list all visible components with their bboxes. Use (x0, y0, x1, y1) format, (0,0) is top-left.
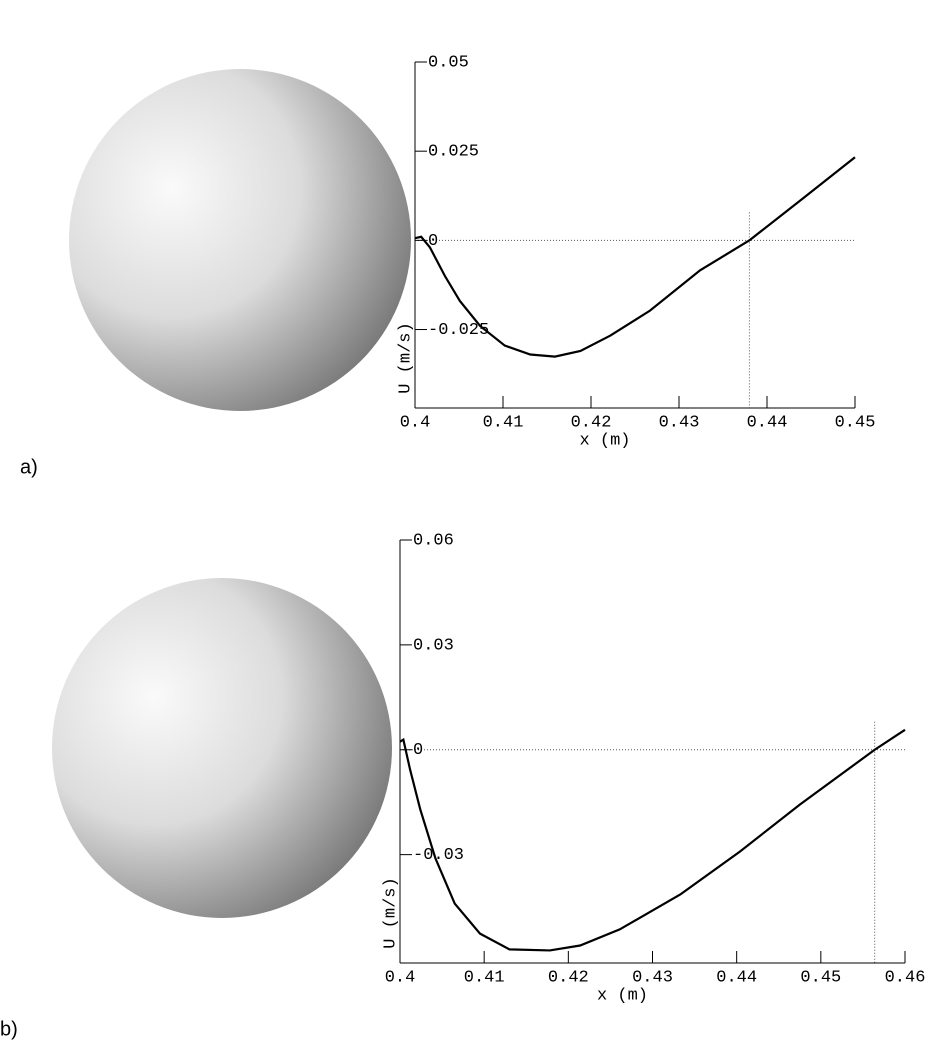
x-tick-label: 0.45 (800, 968, 841, 987)
panel-label: a) (20, 456, 38, 478)
y-tick-label: 0 (413, 741, 423, 760)
y-tick-label: -0.025 (428, 321, 489, 340)
data-line (414, 156, 856, 358)
x-tick-label: 0.44 (716, 968, 757, 987)
y-tick-label: 0.03 (413, 636, 454, 655)
sphere (69, 69, 411, 411)
panel-label: b) (0, 1018, 18, 1040)
x-tick-label: 0.46 (885, 968, 926, 987)
x-tick-label: 0.43 (659, 413, 700, 432)
x-tick-label: 0.41 (464, 968, 505, 987)
x-axis-label: x (m) (597, 986, 648, 1005)
y-axis-label: U (m/s) (381, 877, 400, 948)
x-tick-label: 0.44 (747, 413, 788, 432)
x-tick-label: 0.4 (400, 413, 431, 432)
x-tick-label: 0.42 (571, 413, 612, 432)
x-tick-label: 0.45 (835, 413, 876, 432)
y-tick-label: 0.025 (428, 143, 479, 162)
x-tick-label: 0.42 (548, 968, 589, 987)
y-axis-label: U (m/s) (396, 322, 415, 393)
data-line (399, 728, 906, 952)
y-tick-label: 0.06 (413, 531, 454, 550)
x-tick-label: 0.41 (483, 413, 524, 432)
y-tick-label: -0.03 (413, 846, 464, 865)
sphere (52, 578, 392, 918)
y-tick-label: 0 (428, 232, 438, 251)
x-tick-label: 0.4 (385, 968, 416, 987)
x-tick-label: 0.43 (632, 968, 673, 987)
y-tick-label: 0.05 (428, 53, 469, 72)
x-axis-label: x (m) (579, 431, 630, 450)
